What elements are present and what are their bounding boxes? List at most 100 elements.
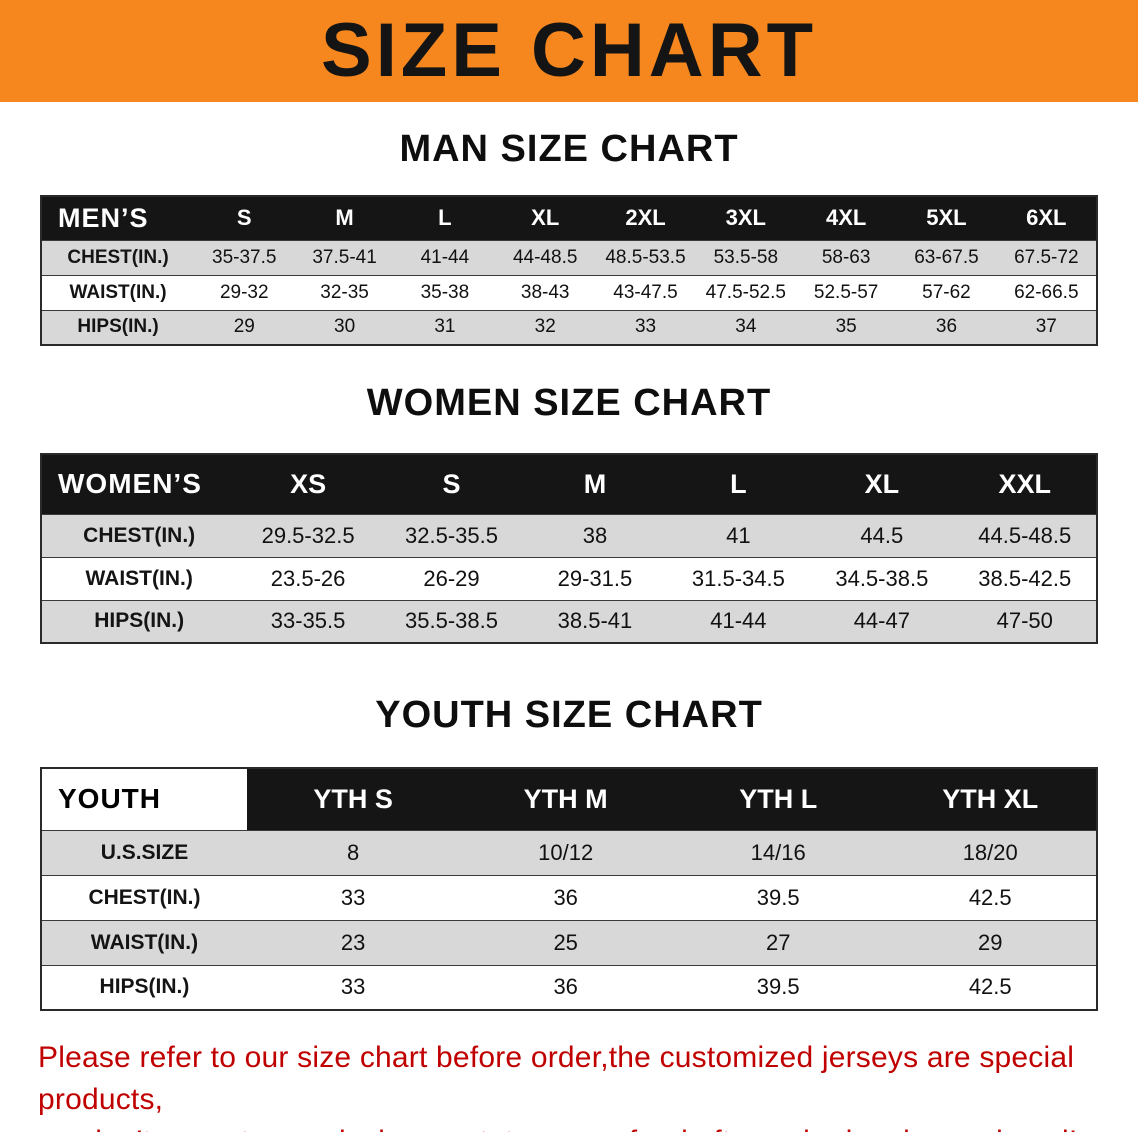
value-cell: 29: [977, 929, 1003, 955]
size-column-header: XL: [495, 196, 596, 240]
row-label-cell: WAIST(IN.): [69, 281, 167, 303]
value-cell: 44-48.5: [512, 246, 578, 268]
value-cell: 29-32: [219, 281, 269, 303]
value-cell: 36: [553, 884, 578, 910]
value-cell: 47.5-52.5: [705, 281, 786, 303]
value-cell: 27: [765, 929, 791, 955]
value-cell: 67.5-72: [1014, 246, 1079, 268]
notice-line-2: we don’t accept cancel, change, teturn o…: [38, 1121, 1100, 1132]
page-title: SIZE CHART: [321, 8, 817, 93]
table-header-row: YOUTH YTH S YTH M YTH L YTH XL: [41, 768, 1097, 830]
value-cell: 38.5-42.5: [978, 565, 1072, 591]
size-column-header: YTH M: [459, 768, 672, 830]
size-column-header: L: [394, 196, 496, 240]
size-column-header: 4XL: [795, 196, 897, 240]
youth-size-section: YOUTH SIZE CHART YOUTH YTH S YTH M YTH L YTH…: [0, 694, 1138, 1011]
value-cell: 26-29: [423, 565, 480, 591]
table-header-row: WOMEN’S XS S M L XL XXL: [41, 454, 1097, 514]
value-cell: 34: [735, 316, 757, 338]
value-cell: 37: [1035, 316, 1057, 338]
table-row: CHEST(IN.) 29.5-32.5 32.5-35.5 38 41 44.5 44.5…: [41, 514, 1097, 557]
row-label-cell: WAIST(IN.): [85, 566, 193, 590]
value-cell: 31.5-34.5: [691, 565, 785, 591]
value-cell: 18/20: [962, 839, 1018, 865]
size-column-header: YTH S: [246, 768, 460, 830]
value-cell: 41: [726, 522, 751, 548]
table-row: U.S.SIZE 8 10/12 14/16 18/20: [41, 830, 1097, 875]
women-section-heading: WOMEN SIZE CHART: [366, 382, 772, 424]
size-column-header: XS: [236, 454, 380, 514]
size-column-header: 5XL: [896, 196, 997, 240]
table-row: WAIST(IN.) 23.5-26 26-29 29-31.5 31.5-34.5 34…: [41, 557, 1097, 600]
value-cell: 62-66.5: [1014, 281, 1079, 303]
value-cell: 33: [634, 316, 657, 338]
table-title-cell: WOMEN’S: [41, 454, 237, 514]
size-column-header: XL: [810, 454, 954, 514]
women-size-table: WOMEN’S XS S M L XL XXL CHEST(IN.) 29.5-32.5 32.5…: [40, 453, 1098, 644]
value-cell: 32.5-35.5: [405, 522, 498, 548]
row-label-cell: HIPS(IN.): [77, 316, 159, 338]
value-cell: 42.5: [968, 974, 1012, 1000]
value-cell: 53.5-58: [713, 246, 779, 268]
value-cell: 36: [553, 974, 578, 1000]
size-column-header: YTH L: [671, 768, 885, 830]
value-cell: 44-47: [853, 608, 910, 634]
value-cell: 36: [935, 316, 958, 338]
value-cell: 25: [553, 929, 578, 955]
value-cell: 31: [434, 316, 456, 338]
value-cell: 29-31.5: [557, 565, 633, 591]
table-header-row: MEN’S S M L XL 2XL 3XL 4XL 5XL 6XL: [41, 196, 1097, 240]
value-cell: 63-67.5: [914, 246, 979, 268]
row-label-cell: HIPS(IN.): [94, 609, 185, 633]
value-cell: 42.5: [968, 884, 1012, 910]
size-column-header: 2XL: [595, 196, 696, 240]
value-cell: 58-63: [821, 246, 871, 268]
banner: SIZE CHART: [0, 0, 1138, 102]
size-column-header: XXL: [953, 454, 1097, 514]
value-cell: 35-38: [420, 281, 470, 303]
value-cell: 35-37.5: [212, 246, 277, 268]
table-row: HIPS(IN.) 33-35.5 35.5-38.5 38.5-41 41-44 44-…: [41, 600, 1097, 643]
table-title-cell: YOUTH: [41, 768, 247, 830]
row-label-cell: CHEST(IN.): [88, 885, 201, 909]
size-column-header: 6XL: [996, 196, 1097, 240]
value-cell: 23: [340, 929, 366, 955]
table-row: CHEST(IN.) 35-37.5 37.5-41 41-44 44-48.5 48.5…: [41, 240, 1097, 275]
value-cell: 37.5-41: [312, 246, 377, 268]
value-cell: 57-62: [922, 281, 971, 303]
table-row: WAIST(IN.) 23 25 27 29: [41, 920, 1097, 965]
size-column-header: YTH XL: [884, 768, 1097, 830]
row-label-cell: HIPS(IN.): [99, 975, 190, 999]
men-size-table: MEN’S S M L XL 2XL 3XL 4XL 5XL 6XL CHEST(IN.) 35-37…: [40, 195, 1098, 346]
value-cell: 38.5-41: [557, 608, 633, 634]
value-cell: 48.5-53.5: [605, 246, 686, 268]
value-cell: 35: [835, 316, 857, 338]
size-column-header: M: [523, 454, 667, 514]
value-cell: 32: [534, 316, 556, 338]
table-title-cell: MEN’S: [41, 196, 195, 240]
size-column-header: M: [294, 196, 395, 240]
value-cell: 39.5: [756, 884, 800, 910]
table-row: WAIST(IN.) 29-32 32-35 35-38 38-43 43-47.5 47.…: [41, 275, 1097, 310]
size-column-header: L: [666, 454, 811, 514]
value-cell: 29: [233, 316, 255, 338]
table-row: CHEST(IN.) 33 36 39.5 42.5: [41, 875, 1097, 920]
table-row: HIPS(IN.) 29 30 31 32 33 34 35 36 37: [41, 310, 1097, 345]
size-column-header: S: [379, 454, 524, 514]
value-cell: 23.5-26: [270, 565, 346, 591]
value-cell: 52.5-57: [813, 281, 879, 303]
value-cell: 33: [340, 974, 366, 1000]
value-cell: 38: [582, 522, 608, 548]
youth-section-heading: YOUTH SIZE CHART: [375, 694, 763, 736]
value-cell: 8: [347, 839, 360, 865]
value-cell: 43-47.5: [613, 281, 678, 303]
row-label-cell: U.S.SIZE: [100, 840, 189, 864]
youth-size-table: YOUTH YTH S YTH M YTH L YTH XL U.S.SIZE 8 10/12…: [40, 767, 1098, 1011]
value-cell: 32-35: [320, 281, 369, 303]
value-cell: 39.5: [756, 974, 800, 1000]
notice-line-1: Please refer to our size chart before or…: [38, 1041, 1075, 1116]
value-cell: 30: [334, 316, 356, 338]
value-cell: 33: [340, 884, 366, 910]
value-cell: 38-43: [520, 281, 570, 303]
